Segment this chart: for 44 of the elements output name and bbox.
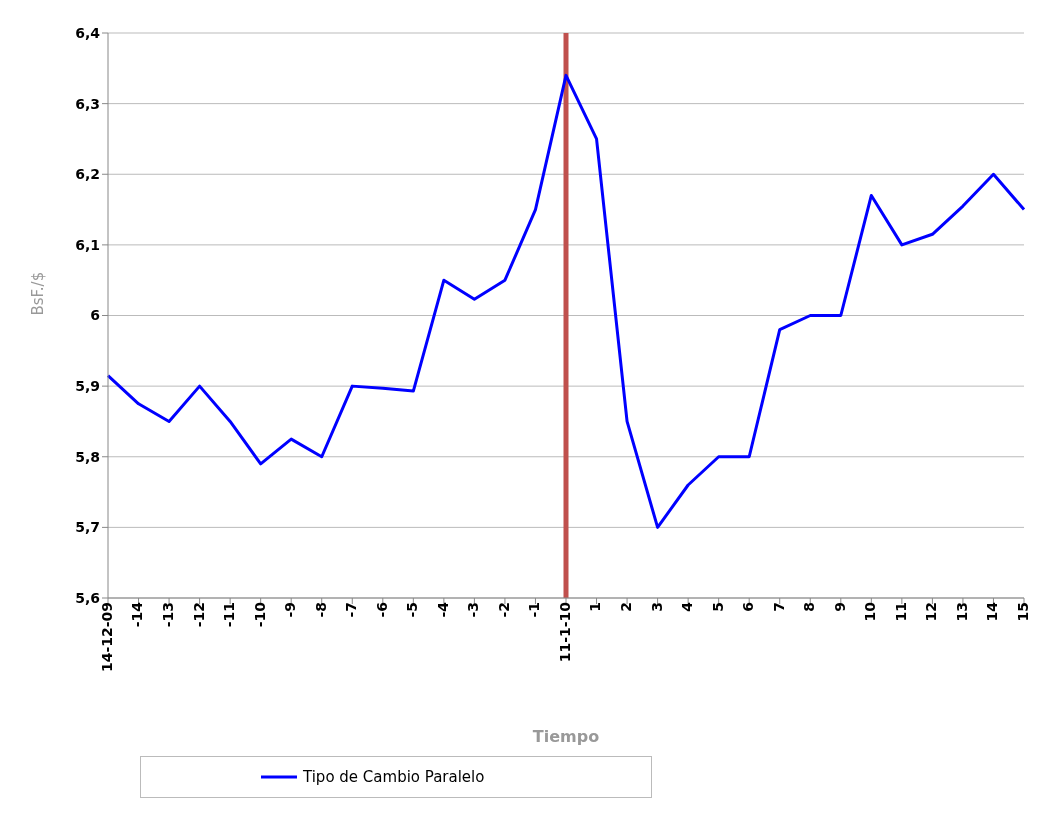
x-tick-label: 10: [862, 601, 879, 622]
x-tick-label: 4: [679, 601, 696, 612]
x-tick-label: -6: [373, 602, 390, 618]
y-tick-label: 5,9: [75, 378, 100, 395]
x-tick-label: 2: [618, 602, 635, 612]
x-tick-label: 15: [1014, 602, 1031, 622]
x-tick-label: 8: [801, 602, 818, 612]
y-tick-label: 6: [90, 307, 100, 324]
y-tick-label: 5,8: [75, 448, 100, 465]
x-tick-label: 6: [740, 602, 757, 612]
x-tick-label: -4: [434, 601, 451, 618]
x-tick-label: 5: [709, 602, 726, 612]
x-tick-label: -2: [495, 602, 512, 618]
x-tick-label: -7: [343, 602, 360, 618]
x-tick-label: 7: [770, 602, 787, 612]
y-tick-label: 5,7: [75, 519, 100, 536]
x-tick-label: 9: [831, 602, 848, 612]
x-tick-label: -13: [160, 602, 177, 628]
x-tick-label: 12: [923, 602, 940, 622]
x-tick-label: 11: [892, 602, 909, 622]
x-axis-title: Tiempo: [532, 727, 600, 746]
x-tick-label: -3: [465, 602, 482, 618]
x-tick-label: -9: [282, 602, 299, 618]
x-tick-label: -14: [129, 601, 146, 628]
y-tick-label: 6,3: [75, 95, 100, 112]
y-tick-label: 6,4: [75, 24, 101, 41]
x-tick-label: -10: [251, 601, 268, 628]
x-tick-label: 14: [984, 601, 1001, 622]
y-tick-label: 6,1: [75, 236, 100, 253]
x-tick-label: -1: [526, 602, 543, 618]
x-tick-label: -8: [312, 602, 329, 618]
y-tick-label: 5,6: [75, 589, 100, 606]
x-tick-label: 1: [587, 602, 604, 612]
x-tick-label: -12: [190, 602, 207, 628]
x-tick-label: -5: [404, 602, 421, 618]
x-tick-label: 3: [648, 602, 665, 612]
y-tick-label: 6,2: [75, 166, 100, 183]
x-tick-label: -11: [221, 602, 238, 628]
x-tick-label: 11-1-10: [556, 601, 573, 663]
x-tick-label: 13: [953, 602, 970, 622]
line-series: [106, 73, 1026, 529]
y-axis-title: BsF./$: [29, 271, 48, 316]
legend-label: Tipo de Cambio Paralelo: [303, 768, 485, 786]
x-tick-label: 14-12-09: [98, 602, 115, 673]
